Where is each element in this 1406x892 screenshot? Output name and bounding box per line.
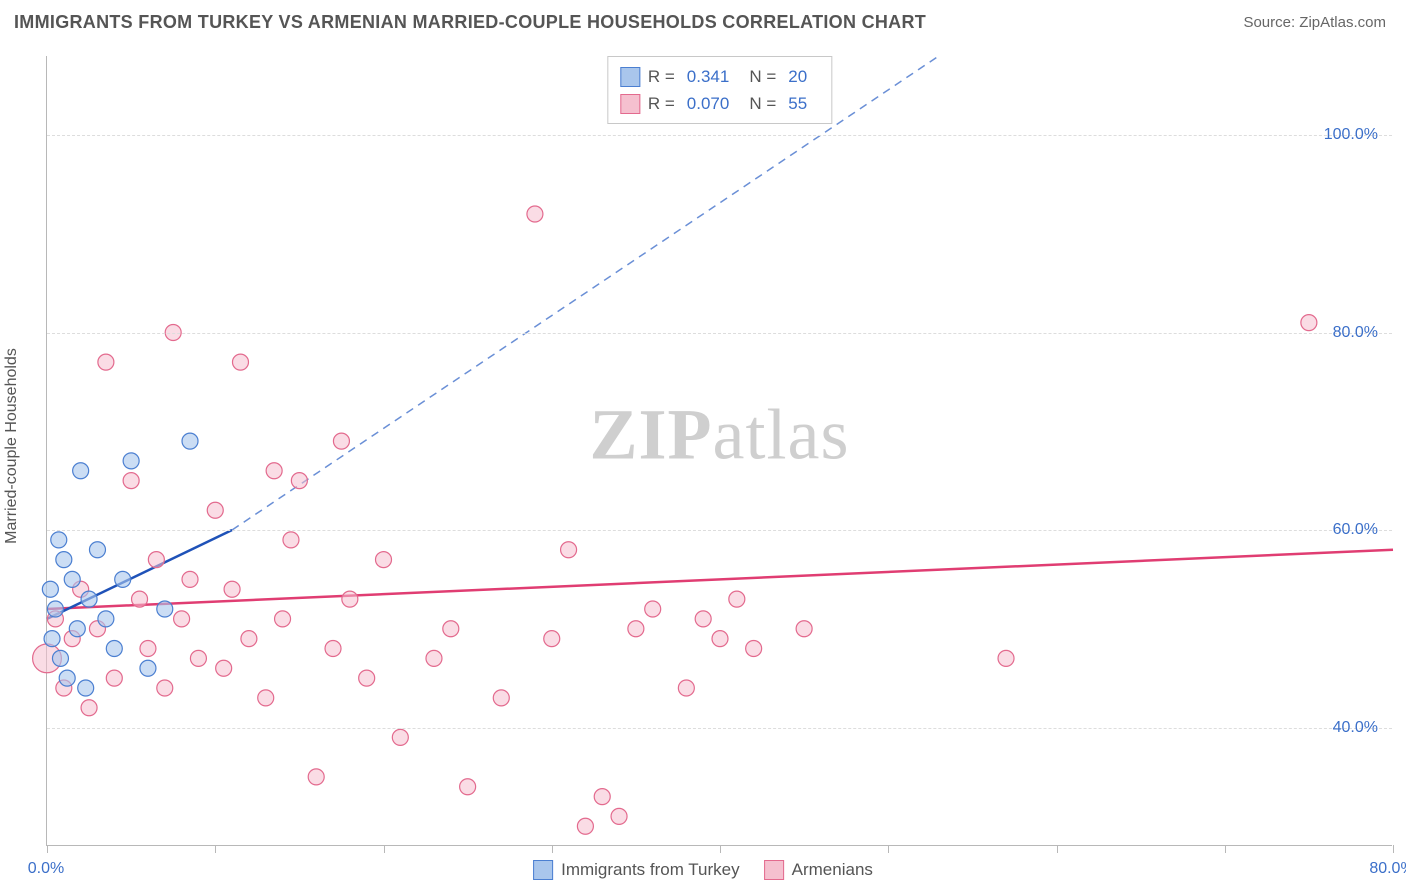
x-tick: [1057, 845, 1058, 853]
y-tick-label: 80.0%: [1333, 324, 1378, 342]
plot-area: 40.0% 60.0% 80.0% 100.0%: [47, 56, 1392, 845]
legend-swatch-armenians: [764, 860, 784, 880]
r-value-armenians: 0.070: [687, 90, 730, 117]
legend-item-turkey: Immigrants from Turkey: [533, 860, 740, 880]
chart-title: IMMIGRANTS FROM TURKEY VS ARMENIAN MARRI…: [14, 12, 926, 33]
legend-stats-row-armenians: R = 0.070 N = 55: [620, 90, 819, 117]
gridline: [47, 135, 1392, 136]
legend-label-turkey: Immigrants from Turkey: [561, 860, 740, 880]
x-tick: [384, 845, 385, 853]
x-tick: [720, 845, 721, 853]
legend-swatch-turkey: [533, 860, 553, 880]
n-label: N =: [749, 90, 776, 117]
y-tick-label: 60.0%: [1333, 521, 1378, 539]
legend-bottom: Immigrants from Turkey Armenians: [533, 860, 873, 880]
gridline: [47, 333, 1392, 334]
legend-swatch-turkey: [620, 67, 640, 87]
chart-container: 40.0% 60.0% 80.0% 100.0% R = 0.341 N = 20 R…: [46, 56, 1392, 846]
y-tick-label: 100.0%: [1324, 126, 1378, 144]
x-tick: [1393, 845, 1394, 853]
r-label: R =: [648, 90, 675, 117]
y-tick-label: 40.0%: [1333, 719, 1378, 737]
x-tick-label: 0.0%: [28, 860, 64, 878]
r-value-turkey: 0.341: [687, 63, 730, 90]
x-tick-label: 80.0%: [1369, 860, 1406, 878]
legend-stats-row-turkey: R = 0.341 N = 20: [620, 63, 819, 90]
gridline: [47, 728, 1392, 729]
source-label: Source: ZipAtlas.com: [1243, 14, 1386, 31]
x-tick: [552, 845, 553, 853]
legend-stats-box: R = 0.341 N = 20 R = 0.070 N = 55: [607, 56, 832, 124]
x-tick: [888, 845, 889, 853]
y-axis-label: Married-couple Households: [3, 348, 21, 544]
x-tick: [215, 845, 216, 853]
x-tick: [1225, 845, 1226, 853]
gridline: [47, 530, 1392, 531]
n-value-turkey: 20: [788, 63, 807, 90]
legend-item-armenians: Armenians: [764, 860, 873, 880]
legend-label-armenians: Armenians: [792, 860, 873, 880]
x-tick: [47, 845, 48, 853]
n-label: N =: [749, 63, 776, 90]
n-value-armenians: 55: [788, 90, 807, 117]
r-label: R =: [648, 63, 675, 90]
legend-swatch-armenians: [620, 94, 640, 114]
